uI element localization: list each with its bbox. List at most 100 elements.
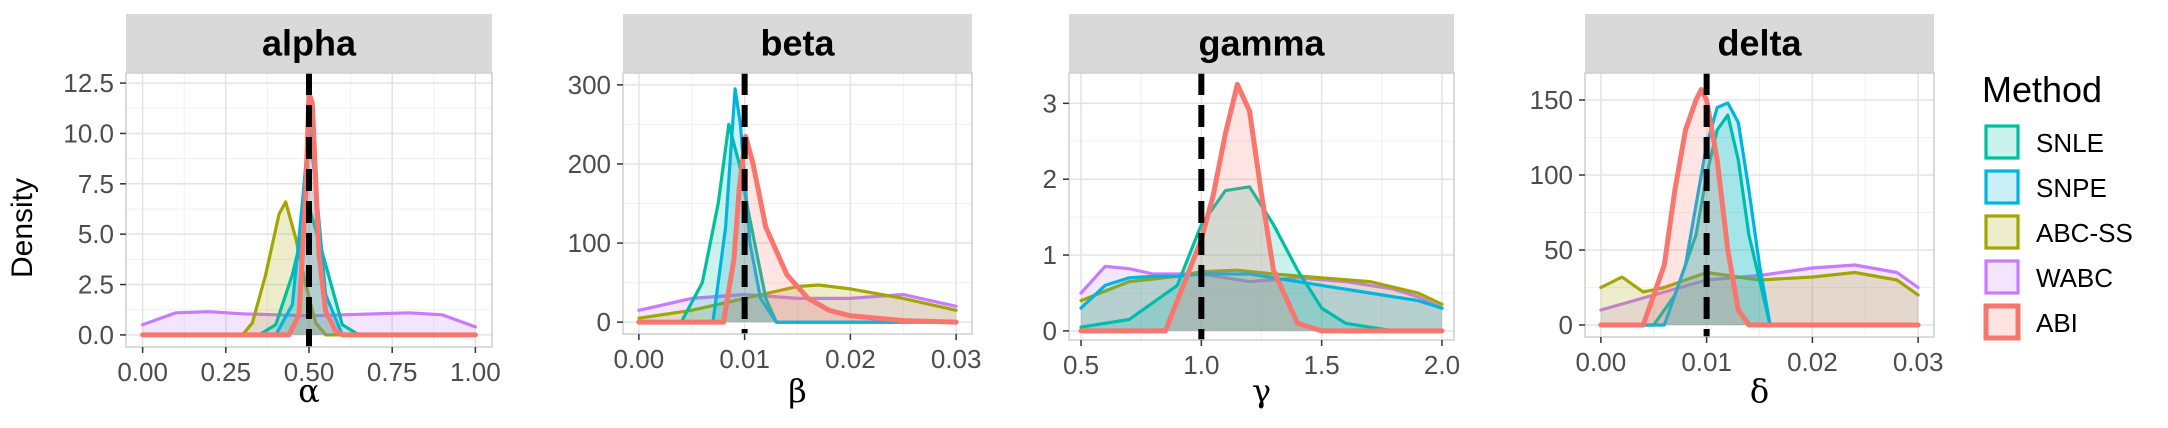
legend-swatch-snpe — [1984, 169, 2020, 205]
density-area-snpe — [1600, 103, 1919, 325]
density-line-abi — [1078, 81, 1445, 334]
legend-label: SNLE — [2036, 128, 2104, 158]
density-line-snle — [1599, 113, 1920, 327]
panel-beta: beta 0.00 0.01 0.02 0.03 0 100 200 300 β — [568, 14, 982, 410]
density-line-wabc — [1599, 263, 1920, 312]
facet-title: delta — [1717, 23, 1802, 64]
density-area-snle — [1081, 186, 1442, 331]
legend-item: ABI — [1983, 303, 2078, 341]
legend-key-bg — [1984, 169, 2020, 205]
x-axis-label: β — [788, 372, 807, 410]
density-line-abi — [140, 90, 478, 338]
y-tick-label: 3 — [1043, 88, 1057, 118]
density-area-abi — [1600, 89, 1919, 325]
panel-border — [1068, 72, 1455, 341]
legend-item: SNLE — [1984, 124, 2104, 160]
density-series — [1078, 81, 1445, 334]
legend-label: WABC — [2036, 263, 2113, 293]
legend: Method SNLE SNPE ABC-SS WABC ABI — [1982, 69, 2133, 341]
density-line-abc-ss — [141, 200, 477, 337]
legend-key-bg — [1984, 259, 2020, 295]
legend-label: ABI — [2036, 308, 2078, 338]
legend-item: WABC — [1984, 259, 2113, 295]
x-tick-label: 1.5 — [1304, 350, 1340, 380]
legend-key-bg — [1984, 214, 2020, 250]
x-tick-label: 0.75 — [367, 357, 418, 387]
y-tick-label: 100 — [1530, 160, 1573, 190]
y-axis-label: Density — [6, 178, 39, 278]
legend-title: Method — [1982, 69, 2102, 110]
y-tick-label: 0 — [1559, 310, 1573, 340]
legend-item: SNPE — [1984, 169, 2107, 205]
panel-delta: delta 0.00 0.01 0.02 0.03 0 50 100 150 δ — [1530, 14, 1944, 410]
panel-border — [622, 72, 973, 335]
x-tick-label: 0.01 — [1681, 347, 1732, 377]
y-tick-label: 12.5 — [63, 68, 114, 98]
legend-item: ABC-SS — [1984, 214, 2133, 250]
axes: 0.00 0.01 0.02 0.03 0 100 200 300 β — [568, 70, 982, 410]
x-tick-label: 0.03 — [1893, 347, 1944, 377]
facet-title: beta — [760, 23, 835, 64]
x-tick-label: 2.0 — [1424, 350, 1460, 380]
density-area-snpe — [142, 127, 476, 335]
legend-label: ABC-SS — [2036, 218, 2133, 248]
y-tick-label: 200 — [568, 149, 611, 179]
x-tick-label: 0.00 — [614, 344, 665, 374]
density-line-abi — [1598, 87, 1921, 328]
x-tick-label: 1.0 — [1183, 350, 1219, 380]
facet-title: alpha — [262, 23, 357, 64]
panel-gamma: gamma 0.5 1.0 1.5 2.0 0 1 2 3 γ — [1043, 14, 1461, 410]
density-area-wabc — [1600, 265, 1919, 325]
x-axis-label: δ — [1750, 372, 1769, 410]
y-tick-label: 300 — [568, 70, 611, 100]
x-axis-label: α — [298, 372, 320, 410]
density-line-wabc — [637, 292, 958, 312]
density-line-abc-ss — [637, 283, 958, 320]
y-tick-label: 150 — [1530, 85, 1573, 115]
legend-key-bg — [1984, 304, 2020, 340]
gridlines — [1585, 73, 1934, 337]
density-line-abc-ss — [1079, 268, 1444, 306]
facet-strip — [1585, 14, 1934, 73]
density-series — [636, 87, 959, 325]
facet-strip — [623, 14, 972, 73]
x-tick-label: 1.00 — [450, 357, 501, 387]
facet-title: gamma — [1198, 23, 1325, 64]
legend-key-bg — [1984, 124, 2020, 160]
legend-label: SNPE — [2036, 173, 2107, 203]
y-tick-label: 2.5 — [78, 270, 114, 300]
density-area-wabc — [142, 311, 476, 335]
legend-swatch-abi — [1983, 303, 2021, 341]
y-tick-label: 0.0 — [78, 320, 114, 350]
y-tick-label: 0 — [1043, 316, 1057, 346]
density-line-snle — [637, 122, 958, 324]
x-tick-label: 0.02 — [825, 344, 876, 374]
x-tick-label: 0.25 — [201, 357, 252, 387]
axes: 0.00 0.01 0.02 0.03 0 50 100 150 δ — [1530, 85, 1944, 410]
density-line-snpe — [637, 87, 958, 324]
y-tick-label: 1 — [1043, 240, 1057, 270]
x-tick-label: 0.02 — [1787, 347, 1838, 377]
panel-alpha: alpha 0.00 0.25 0.50 0.75 1.00 0.0 2.5 5.0 7.5 10.… — [63, 14, 501, 410]
x-axis-label: γ — [1252, 372, 1271, 410]
y-tick-label: 5.0 — [78, 219, 114, 249]
density-line-snpe — [1079, 272, 1444, 310]
legend-swatch-abc-ss — [1984, 214, 2020, 250]
axes: 0.00 0.25 0.50 0.75 1.00 0.0 2.5 5.0 7.5 10.0 12.5… — [63, 68, 500, 410]
density-line-abi — [636, 133, 959, 325]
axes: 0.5 1.0 1.5 2.0 0 1 2 3 γ — [1043, 88, 1461, 410]
density-line-snpe — [1599, 101, 1920, 327]
density-series — [1598, 87, 1921, 328]
legend-swatch-wabc — [1984, 259, 2020, 295]
y-tick-label: 100 — [568, 228, 611, 258]
y-tick-label: 7.5 — [78, 169, 114, 199]
x-tick-label: 0.5 — [1063, 350, 1099, 380]
y-tick-label: 2 — [1043, 164, 1057, 194]
y-tick-label: 10.0 — [63, 118, 114, 148]
facet-strip — [1069, 14, 1454, 73]
panel-border — [1584, 72, 1935, 338]
y-tick-label: 50 — [1544, 235, 1573, 265]
x-tick-label: 0.01 — [719, 344, 770, 374]
density-area-abc-ss — [1600, 272, 1919, 325]
